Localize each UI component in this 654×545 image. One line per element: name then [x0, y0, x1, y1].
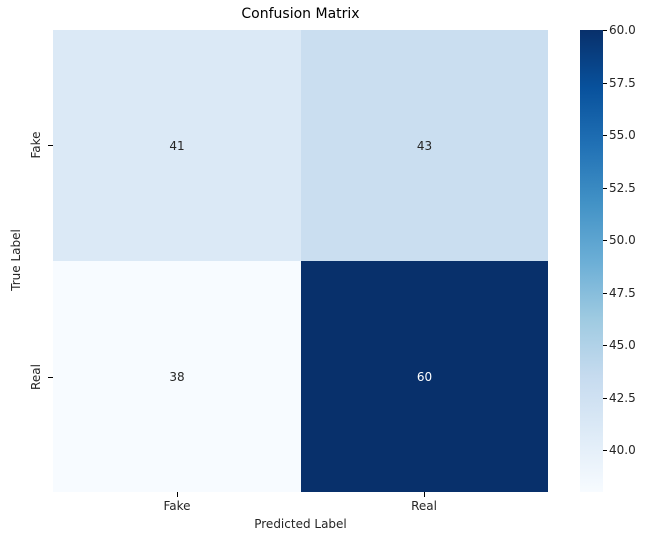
- colorbar-tick-label: 42.5: [609, 392, 636, 404]
- cell-value: 60: [417, 370, 432, 384]
- cell-true-fake-pred-real: 43: [301, 30, 548, 261]
- colorbar-tick-label: 52.5: [609, 182, 636, 194]
- x-tick-label-fake: Fake: [147, 499, 207, 513]
- cell-true-real-pred-real: 60: [301, 261, 548, 492]
- colorbar-tick-mark: [603, 345, 607, 346]
- colorbar-tick-mark: [603, 450, 607, 451]
- x-axis-label: Predicted Label: [53, 517, 548, 531]
- colorbar-tick-label: 60.0: [609, 24, 636, 36]
- colorbar-tick-mark: [603, 240, 607, 241]
- cell-value: 41: [169, 139, 184, 153]
- y-tick-label-real: Real: [29, 357, 43, 397]
- colorbar-tick-mark: [603, 398, 607, 399]
- y-tick-mark: [48, 377, 53, 378]
- colorbar-tick-mark: [603, 83, 607, 84]
- cell-value: 38: [169, 370, 184, 384]
- colorbar-tick-label: 40.0: [609, 444, 636, 456]
- colorbar-tick-mark: [603, 293, 607, 294]
- y-tick-label-fake: Fake: [29, 125, 43, 165]
- colorbar-tick-label: 45.0: [609, 339, 636, 351]
- confusion-matrix-heatmap: 41 43 38 60: [53, 30, 548, 492]
- colorbar-tick-label: 50.0: [609, 234, 636, 246]
- colorbar-tick-label: 55.0: [609, 129, 636, 141]
- cell-value: 43: [417, 139, 432, 153]
- cell-true-real-pred-fake: 38: [53, 261, 301, 492]
- cell-true-fake-pred-fake: 41: [53, 30, 301, 261]
- x-tick-label-real: Real: [394, 499, 454, 513]
- x-tick-mark: [424, 492, 425, 497]
- colorbar-tick-mark: [603, 188, 607, 189]
- colorbar-tick-label: 47.5: [609, 287, 636, 299]
- y-axis-label: True Label: [9, 220, 23, 300]
- colorbar-tick-mark: [603, 30, 607, 31]
- chart-title: Confusion Matrix: [53, 6, 548, 22]
- colorbar-tick-label: 57.5: [609, 77, 636, 89]
- colorbar: [580, 30, 603, 492]
- colorbar-tick-mark: [603, 135, 607, 136]
- x-tick-mark: [177, 492, 178, 497]
- y-tick-mark: [48, 145, 53, 146]
